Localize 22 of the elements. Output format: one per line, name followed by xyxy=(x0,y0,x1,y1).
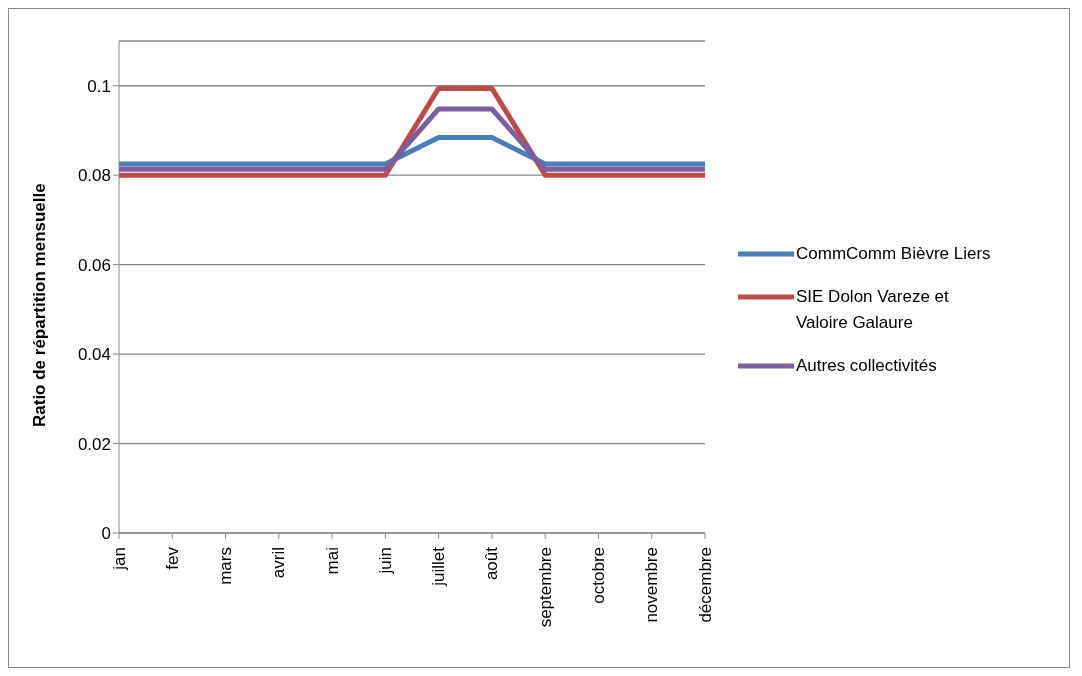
x-tick-label: juillet xyxy=(429,546,449,587)
x-tick-label: août xyxy=(482,546,502,581)
y-tick-label: 0.04 xyxy=(77,345,111,365)
x-tick-label: juin xyxy=(375,547,395,575)
y-tick-label: 0 xyxy=(101,524,111,544)
x-tick-label: mars xyxy=(216,547,236,585)
x-tick-label: octobre xyxy=(588,547,608,604)
legend-label: SIE Dolon Vareze et Valoire Galaure xyxy=(796,286,950,334)
y-tick-label: 0.08 xyxy=(77,166,111,186)
x-tick-label: mai xyxy=(322,547,342,575)
x-tick-label: jan xyxy=(109,547,129,571)
x-tick-label: décembre xyxy=(695,547,715,623)
legend-label: Autres collectivités xyxy=(796,355,937,377)
x-tick-label: novembre xyxy=(642,547,662,623)
y-axis-title: Ratio de répartition mensuelle xyxy=(30,183,50,427)
y-tick-label: 0.06 xyxy=(77,255,111,275)
y-tick-label: 0.1 xyxy=(87,76,111,96)
y-tick-label: 0.02 xyxy=(77,434,111,454)
x-tick-label: septembre xyxy=(535,547,555,628)
legend-label: CommComm Bièvre Liers xyxy=(796,243,991,265)
x-tick-label: avril xyxy=(269,547,289,579)
x-tick-label: fev xyxy=(162,546,182,570)
